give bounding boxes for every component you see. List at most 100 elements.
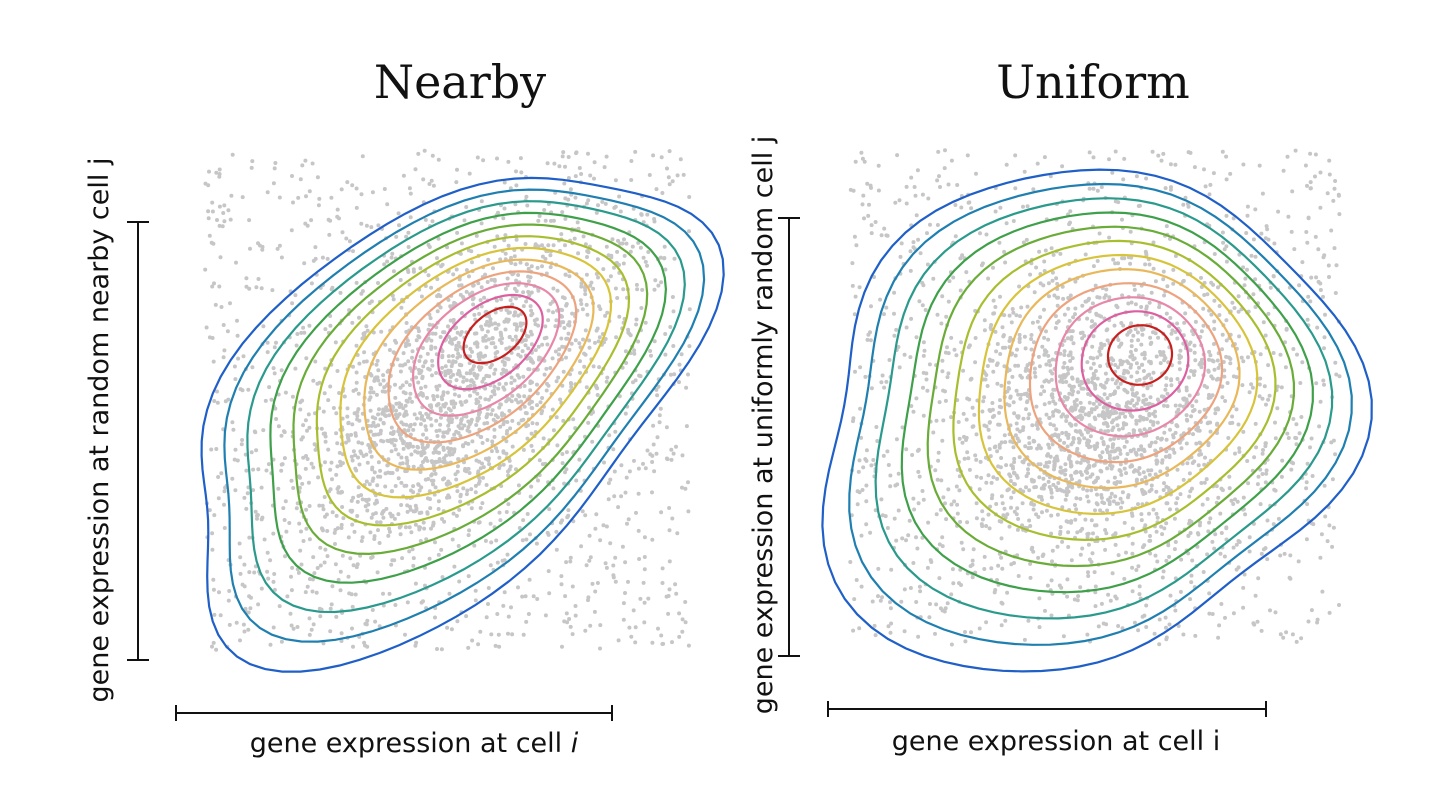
scatter-point [927,362,932,367]
scatter-point [450,537,455,542]
scatter-point [492,434,497,439]
scatter-point [393,382,397,387]
scatter-point [1066,367,1071,372]
scatter-point [933,631,937,636]
scatter-point [1113,594,1118,599]
scatter-point [422,526,427,531]
scatter-point [666,175,671,180]
scatter-point [1018,314,1022,319]
scatter-point [591,364,596,369]
scatter-point [454,429,459,434]
scatter-point [1174,507,1179,512]
scatter-point [303,590,308,595]
scatter-point [1020,501,1025,506]
scatter-point [936,450,941,455]
scatter-point [1192,350,1197,355]
scatter-point [957,488,962,493]
scatter-point [362,350,367,355]
scatter-point [636,528,641,533]
scatter-point [1283,340,1287,345]
scatter-point [1169,383,1174,388]
scatter-point [212,513,217,518]
scatter-point [594,328,599,333]
scatter-point [577,341,582,346]
scatter-point [584,385,589,390]
scatter-point [212,281,216,286]
scatter-point [216,475,221,479]
scatter-point [409,488,413,493]
scatter-point [530,421,535,426]
scatter-point [868,530,873,535]
scatter-point [557,164,562,169]
scatter-point [1215,406,1220,411]
scatter-point [865,337,870,342]
scatter-point [402,483,407,488]
scatter-point [1216,366,1221,370]
scatter-point [360,336,365,341]
scatter-point [1017,336,1022,341]
scatter-point [1177,388,1182,393]
scatter-point [1052,293,1057,298]
scatter-point [456,544,461,548]
scatter-point [645,448,650,453]
scatter-point [1095,259,1100,263]
scatter-point [1201,323,1206,328]
scatter-point [1031,502,1036,507]
scatter-point [478,298,483,303]
scatter-point [1036,354,1041,359]
scatter-point [664,456,669,461]
scatter-point [606,278,611,283]
scatter-point [959,583,963,587]
scatter-point [687,344,692,349]
scatter-point [623,490,628,495]
scatter-point [560,314,564,319]
scatter-point [1153,279,1158,284]
scatter-point [367,482,372,487]
scatter-point [255,516,259,521]
scatter-point [223,399,228,404]
scatter-point [1124,550,1128,555]
scatter-point [377,407,381,412]
scatter-point [492,384,497,389]
scatter-point [959,340,964,345]
scatter-point [447,334,451,339]
scatter-point [531,448,536,453]
scatter-point [1053,326,1058,330]
scatter-point [440,397,445,402]
scatter-point [265,340,270,345]
scatter-point [1185,400,1190,405]
scatter-point [424,427,429,432]
scatter-point [1058,438,1062,443]
scatter-point [503,233,508,238]
scatter-point [628,333,633,338]
scatter-point [333,542,337,546]
scatter-point [470,638,475,643]
scatter-point [417,527,422,532]
scatter-point [401,446,406,451]
scatter-point [1272,241,1277,246]
scatter-point [497,405,502,410]
scatter-point [381,378,386,383]
scatter-point [368,408,373,413]
scatter-point [440,355,445,360]
scatter-point [467,274,471,279]
scatter-point [667,528,672,533]
scatter-point [1007,524,1012,529]
scatter-point [641,580,646,585]
scatter-point [551,243,556,248]
scatter-point [1090,344,1095,349]
scatter-point [295,625,300,629]
scatter-point [918,589,923,594]
scatter-point [1054,427,1059,432]
scatter-point [1128,448,1133,453]
scatter-point [244,468,249,473]
scatter-point [609,255,614,260]
scatter-point [261,428,266,433]
scatter-point [1258,467,1263,472]
scatter-point [1168,427,1172,432]
scatter-point [204,325,209,330]
scatter-point [501,603,506,608]
scatter-point [1131,392,1135,397]
scatter-point [606,497,611,502]
scatter-point [1119,505,1123,510]
